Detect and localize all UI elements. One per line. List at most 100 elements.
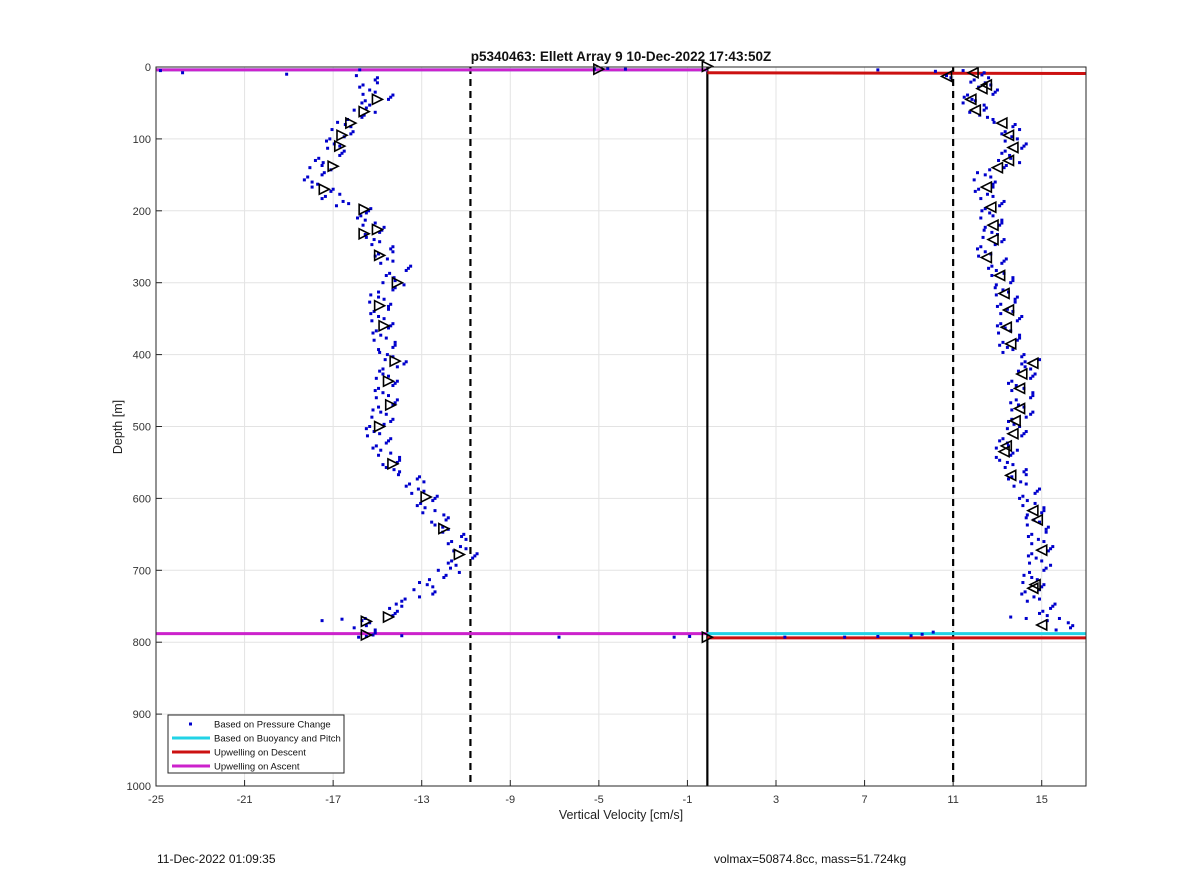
data-point (1020, 434, 1024, 438)
data-point (446, 561, 450, 565)
data-point (321, 161, 325, 165)
triangle-marker (966, 66, 979, 80)
data-point (360, 101, 364, 105)
data-point (1015, 448, 1019, 452)
data-point (1018, 333, 1022, 337)
triangle-marker (438, 522, 451, 535)
triangle-marker (382, 374, 396, 388)
data-point (354, 74, 358, 78)
data-point (920, 632, 924, 636)
data-point (473, 554, 477, 558)
data-point (988, 211, 992, 215)
data-point (1045, 614, 1049, 618)
data-point (441, 525, 445, 529)
data-point (1011, 348, 1015, 352)
data-point (387, 304, 390, 308)
data-point (418, 595, 421, 599)
triangle-marker (391, 276, 405, 289)
data-point (435, 494, 439, 498)
data-point (408, 482, 412, 486)
data-point (419, 501, 423, 505)
data-point (365, 434, 369, 438)
x-tick-label: 11 (947, 794, 958, 806)
data-point (1042, 568, 1046, 572)
data-point (285, 72, 289, 76)
data-point (379, 261, 383, 265)
data-point (1011, 279, 1015, 283)
data-point (391, 384, 395, 388)
data-point (1001, 340, 1005, 344)
x-tick-label: -1 (683, 794, 693, 806)
x-axis-label: Vertical Velocity [cm/s] (559, 808, 683, 822)
data-point (1015, 137, 1019, 141)
data-point (1020, 355, 1024, 359)
legend-swatch (189, 722, 192, 726)
data-point (370, 415, 374, 419)
data-point (1009, 615, 1013, 619)
data-point (970, 97, 974, 101)
data-point (181, 71, 185, 75)
data-point (1009, 401, 1013, 405)
data-point (985, 192, 989, 196)
y-tick-label: 100 (133, 134, 151, 146)
data-point (357, 635, 361, 639)
data-point (374, 376, 378, 380)
x-tick-label: 3 (773, 794, 779, 806)
legend-label: Upwelling on Ascent (214, 762, 300, 773)
data-point (388, 271, 392, 275)
data-point (403, 597, 407, 601)
data-point (1029, 367, 1033, 371)
data-point (454, 563, 458, 567)
data-point (961, 69, 965, 73)
data-point (990, 264, 994, 268)
data-point (368, 425, 372, 428)
triangle-marker (1026, 356, 1039, 370)
data-point (876, 68, 880, 72)
data-point (361, 92, 365, 96)
data-point (991, 92, 995, 96)
data-point (1023, 360, 1027, 364)
data-point (349, 132, 353, 136)
triangle-marker (1034, 618, 1048, 632)
data-point (378, 369, 382, 373)
triangle-marker (968, 103, 982, 117)
chart-title: p5340463: Ellett Array 9 10-Dec-2022 17:… (471, 49, 771, 64)
data-point (320, 197, 324, 201)
data-point (1030, 542, 1034, 546)
data-point (982, 228, 986, 232)
triangle-marker (360, 628, 374, 642)
data-point (431, 592, 435, 596)
data-point (1010, 379, 1014, 383)
data-point (1012, 422, 1016, 426)
data-point (382, 225, 386, 229)
footer-timestamp: 11-Dec-2022 01:09:35 (157, 852, 276, 866)
triangle-marker (382, 610, 396, 624)
data-point (997, 331, 1001, 335)
data-point (1030, 532, 1034, 536)
data-point (457, 570, 461, 574)
data-point (1031, 391, 1035, 395)
x-tick-label: -17 (325, 794, 341, 806)
data-point (1021, 494, 1025, 498)
data-point (379, 448, 383, 452)
data-point (389, 437, 393, 441)
data-point (389, 302, 393, 306)
data-point (1049, 547, 1053, 551)
data-point (1024, 516, 1028, 520)
data-point (369, 207, 373, 211)
data-point (377, 453, 381, 457)
data-point (1038, 597, 1041, 601)
data-point (316, 182, 320, 186)
data-point (1049, 606, 1053, 610)
triangle-marker (389, 354, 402, 368)
triangle-marker (358, 227, 371, 241)
data-point (412, 588, 416, 592)
data-point (1028, 570, 1032, 574)
triangle-marker (336, 129, 349, 142)
data-point (1007, 444, 1010, 448)
data-point (394, 602, 398, 606)
data-point (1020, 592, 1024, 596)
x-tick-label: 7 (862, 794, 868, 806)
triangle-marker (453, 548, 467, 561)
triangle-marker (979, 251, 993, 264)
